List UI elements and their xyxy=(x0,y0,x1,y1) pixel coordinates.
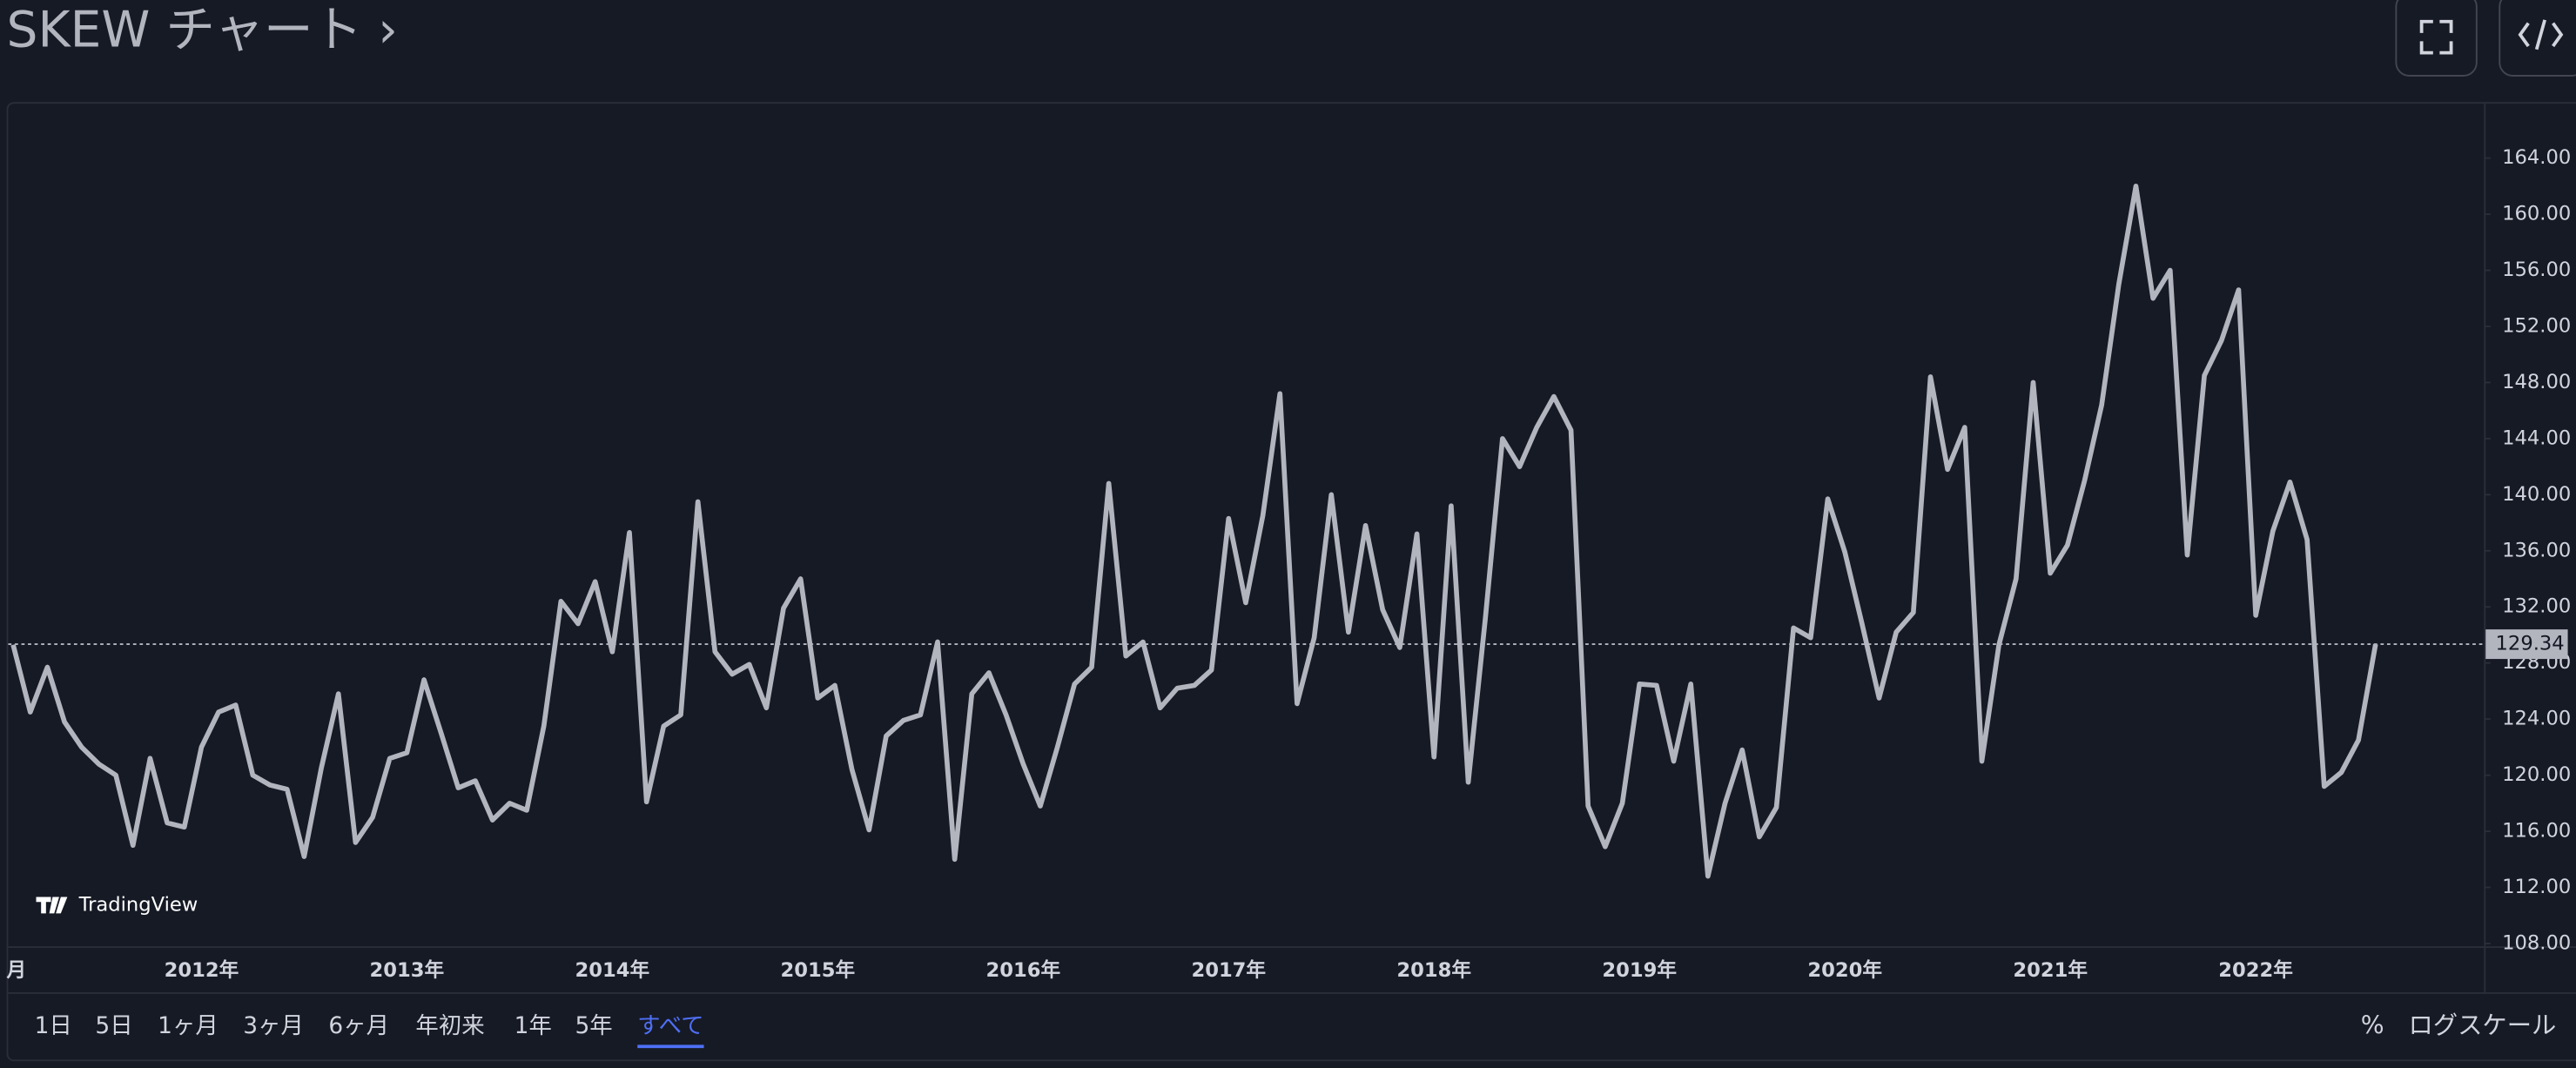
y-tick-label: 116.00 xyxy=(2502,820,2571,843)
y-tick-label: 108.00 xyxy=(2502,931,2571,954)
y-tick-label: 120.00 xyxy=(2502,763,2571,786)
y-tick-label: 148.00 xyxy=(2502,371,2571,393)
range-button[interactable]: 5年 xyxy=(575,1012,612,1039)
y-tick-label: 124.00 xyxy=(2502,708,2571,730)
range-button[interactable]: 5日 xyxy=(95,1012,132,1039)
x-tick-label: 2013年 xyxy=(370,958,445,982)
watermark-text: TradingView xyxy=(78,893,198,916)
x-tick-label: 2022年 xyxy=(2218,958,2293,982)
y-tick-label: 140.00 xyxy=(2502,483,2571,506)
x-tick-label: 2019年 xyxy=(1602,958,1677,982)
range-button[interactable]: すべて xyxy=(637,1012,703,1039)
y-tick-label: 112.00 xyxy=(2502,876,2571,898)
range-button[interactable]: 1日 xyxy=(35,1012,72,1039)
range-button[interactable]: 3ヶ月 xyxy=(243,1012,304,1039)
embed-button[interactable] xyxy=(2499,0,2576,77)
x-tick-label: 2018年 xyxy=(1396,958,1471,982)
last-price-label: 129.34 xyxy=(2496,633,2565,655)
x-tick-label: 2016年 xyxy=(985,958,1060,982)
y-tick-label: 164.00 xyxy=(2502,146,2571,169)
y-tick-label: 144.00 xyxy=(2502,427,2571,449)
scale-option[interactable]: ログスケール xyxy=(2409,1011,2557,1040)
y-tick-label: 160.00 xyxy=(2502,203,2571,225)
y-tick-label: 132.00 xyxy=(2502,595,2571,618)
y-tick-label: 152.00 xyxy=(2502,314,2571,337)
range-button[interactable]: 1ヶ月 xyxy=(158,1012,219,1039)
x-tick-label: 2021年 xyxy=(2013,958,2088,982)
price-line xyxy=(10,184,2378,879)
page-title[interactable]: SKEW チャート › xyxy=(7,2,398,59)
scale-option[interactable]: % xyxy=(2361,1011,2384,1040)
watermark: TradingView xyxy=(36,893,198,916)
chart-panel xyxy=(6,102,2576,1062)
x-tick-label: 2014年 xyxy=(575,958,650,982)
x-tick-label: 2020年 xyxy=(1807,958,1882,982)
embed-icon xyxy=(2518,19,2564,50)
x-tick-label: 2012年 xyxy=(165,958,239,982)
last-price-badge xyxy=(2485,629,2568,660)
x-tick-label: 月 xyxy=(6,959,27,982)
y-tick-label: 136.00 xyxy=(2502,539,2571,561)
x-tick-label: 2017年 xyxy=(1191,958,1266,982)
range-button[interactable]: 6ヶ月 xyxy=(328,1012,389,1039)
x-tick-label: 2015年 xyxy=(781,958,856,982)
fullscreen-button[interactable] xyxy=(2395,0,2478,77)
y-tick-label: 156.00 xyxy=(2502,259,2571,281)
fullscreen-icon xyxy=(2419,19,2453,55)
watermark-logo xyxy=(36,897,68,914)
range-button[interactable]: 1年 xyxy=(515,1012,552,1039)
range-button[interactable]: 年初来 xyxy=(415,1012,484,1039)
